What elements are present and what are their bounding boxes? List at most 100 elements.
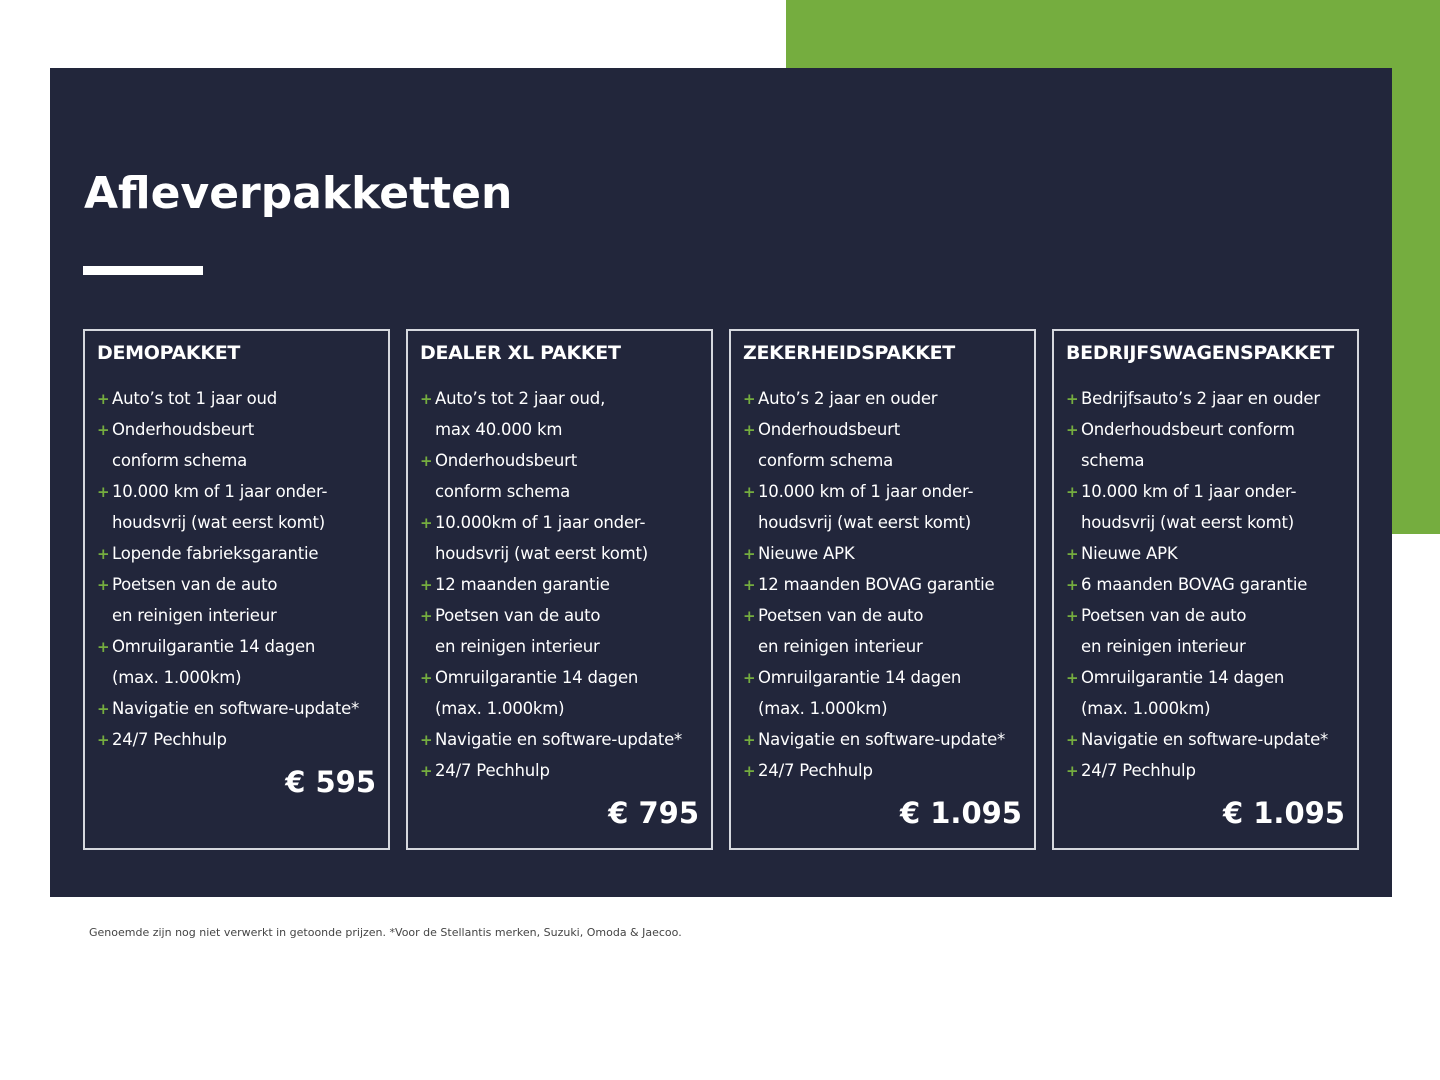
feature-item: + Onderhoudsbeurt — [743, 414, 1005, 445]
plus-icon: + — [97, 421, 110, 439]
feature-item: + Poetsen van de auto — [1066, 600, 1328, 631]
plus-icon: + — [1066, 762, 1079, 780]
plus-icon: + — [743, 421, 756, 439]
plus-icon: + — [1066, 731, 1079, 749]
plus-icon: + — [1066, 390, 1079, 408]
feature-text: houdsvrij (wat eerst komt) — [758, 513, 972, 532]
feature-item: en reinigen interieur — [97, 600, 359, 631]
feature-text: Auto’s 2 jaar en ouder — [758, 389, 938, 408]
feature-text: en reinigen interieur — [1081, 637, 1246, 656]
plus-icon: + — [420, 731, 433, 749]
feature-text: Navigatie en software-update* — [435, 730, 683, 749]
feature-text: Nieuwe APK — [758, 544, 855, 563]
plus-icon: + — [420, 452, 433, 470]
feature-item: +10.000 km of 1 jaar onder- — [1066, 476, 1328, 507]
feature-item: +10.000 km of 1 jaar onder- — [97, 476, 359, 507]
feature-text: en reinigen interieur — [112, 606, 277, 625]
plus-icon: + — [97, 731, 110, 749]
feature-item: + Auto’s tot 1 jaar oud — [97, 383, 359, 414]
feature-text: Omruilgarantie 14 dagen — [758, 668, 962, 687]
feature-text: Omruilgarantie 14 dagen — [1081, 668, 1285, 687]
feature-text: Poetsen van de auto — [112, 575, 278, 594]
feature-text: Lopende fabrieksgarantie — [112, 544, 319, 563]
feature-item: conform schema — [420, 476, 682, 507]
feature-item: houdsvrij (wat eerst komt) — [1066, 507, 1328, 538]
feature-text: houdsvrij (wat eerst komt) — [435, 544, 649, 563]
feature-item: schema — [1066, 445, 1328, 476]
feature-item: + Auto’s tot 2 jaar oud, — [420, 383, 682, 414]
feature-item: + Bedrijfsauto’s 2 jaar en ouder — [1066, 383, 1328, 414]
feature-text: Onderhoudsbeurt — [435, 451, 577, 470]
package-card: ZEKERHEIDSPAKKET + Auto’s 2 jaar en ouder +… — [729, 329, 1036, 850]
plus-icon: + — [743, 762, 756, 780]
feature-item: + Auto’s 2 jaar en ouder — [743, 383, 1005, 414]
feature-item: en reinigen interieur — [420, 631, 682, 662]
plus-icon: + — [1066, 545, 1079, 563]
feature-item: houdsvrij (wat eerst komt) — [743, 507, 1005, 538]
feature-item: + Navigatie en software-update* — [1066, 724, 1328, 755]
feature-item: + Navigatie en software-update* — [743, 724, 1005, 755]
feature-text: Poetsen van de auto — [1081, 606, 1247, 625]
feature-text: Navigatie en software-update* — [112, 699, 360, 718]
feature-item: + Poetsen van de auto — [743, 600, 1005, 631]
package-name: DEALER XL PAKKET — [420, 342, 621, 364]
feature-text: 10.000 km of 1 jaar onder- — [1081, 482, 1297, 501]
plus-icon: + — [1066, 421, 1079, 439]
package-price: € 1.095 — [1222, 796, 1345, 830]
feature-text: Omruilgarantie 14 dagen — [435, 668, 639, 687]
feature-item: houdsvrij (wat eerst komt) — [97, 507, 359, 538]
feature-text: conform schema — [758, 451, 894, 470]
feature-text: (max. 1.000km) — [758, 699, 888, 718]
plus-icon: + — [743, 390, 756, 408]
feature-text: 24/7 Pechhulp — [112, 730, 227, 749]
feature-text: 24/7 Pechhulp — [758, 761, 873, 780]
feature-text: houdsvrij (wat eerst komt) — [112, 513, 326, 532]
feature-text: conform schema — [112, 451, 248, 470]
feature-list: + Auto’s tot 2 jaar oud, max 40.000 km + Ond… — [420, 383, 682, 786]
feature-item: houdsvrij (wat eerst komt) — [420, 538, 682, 569]
plus-icon: + — [420, 762, 433, 780]
feature-item: + Onderhoudsbeurt — [420, 445, 682, 476]
feature-text: Omruilgarantie 14 dagen — [112, 637, 316, 656]
package-name: ZEKERHEIDSPAKKET — [743, 342, 955, 364]
feature-list: + Auto’s 2 jaar en ouder + Onderhoudsbeurt c… — [743, 383, 1005, 786]
plus-icon: + — [1066, 483, 1079, 501]
feature-item: + Poetsen van de auto — [420, 600, 682, 631]
plus-icon: + — [743, 483, 756, 501]
package-card: DEMOPAKKET + Auto’s tot 1 jaar oud + Onderho… — [83, 329, 390, 850]
feature-text: (max. 1.000km) — [112, 668, 242, 687]
plus-icon: + — [420, 607, 433, 625]
feature-item: en reinigen interieur — [743, 631, 1005, 662]
feature-item: (max. 1.000km) — [1066, 693, 1328, 724]
package-card: DEALER XL PAKKET + Auto’s tot 2 jaar oud, m… — [406, 329, 713, 850]
package-name: BEDRIJFSWAGENSPAKKET — [1066, 342, 1334, 364]
feature-text: max 40.000 km — [435, 420, 563, 439]
feature-text: conform schema — [435, 482, 571, 501]
feature-item: + Nieuwe APK — [1066, 538, 1328, 569]
plus-icon: + — [97, 576, 110, 594]
plus-icon: + — [420, 669, 433, 687]
feature-item: conform schema — [97, 445, 359, 476]
feature-text: Onderhoudsbeurt — [112, 420, 254, 439]
feature-list: + Bedrijfsauto’s 2 jaar en ouder + Onderhou… — [1066, 383, 1328, 786]
package-card: BEDRIJFSWAGENSPAKKET + Bedrijfsauto’s 2 ja… — [1052, 329, 1359, 850]
feature-item: + Omruilgarantie 14 dagen — [1066, 662, 1328, 693]
package-price: € 795 — [608, 796, 699, 830]
feature-text: Bedrijfsauto’s 2 jaar en ouder — [1081, 389, 1320, 408]
plus-icon: + — [743, 576, 756, 594]
plus-icon: + — [97, 390, 110, 408]
feature-item: (max. 1.000km) — [97, 662, 359, 693]
feature-item: conform schema — [743, 445, 1005, 476]
plus-icon: + — [743, 607, 756, 625]
feature-text: Onderhoudsbeurt — [758, 420, 900, 439]
feature-text: schema — [1081, 451, 1145, 470]
title-underline — [83, 266, 203, 275]
feature-text: houdsvrij (wat eerst komt) — [1081, 513, 1295, 532]
feature-item: +6 maanden BOVAG garantie — [1066, 569, 1328, 600]
feature-item: max 40.000 km — [420, 414, 682, 445]
plus-icon: + — [420, 576, 433, 594]
feature-item: (max. 1.000km) — [420, 693, 682, 724]
feature-text: Onderhoudsbeurt conform — [1081, 420, 1295, 439]
feature-item: + Navigatie en software-update* — [97, 693, 359, 724]
feature-item: + Omruilgarantie 14 dagen — [97, 631, 359, 662]
